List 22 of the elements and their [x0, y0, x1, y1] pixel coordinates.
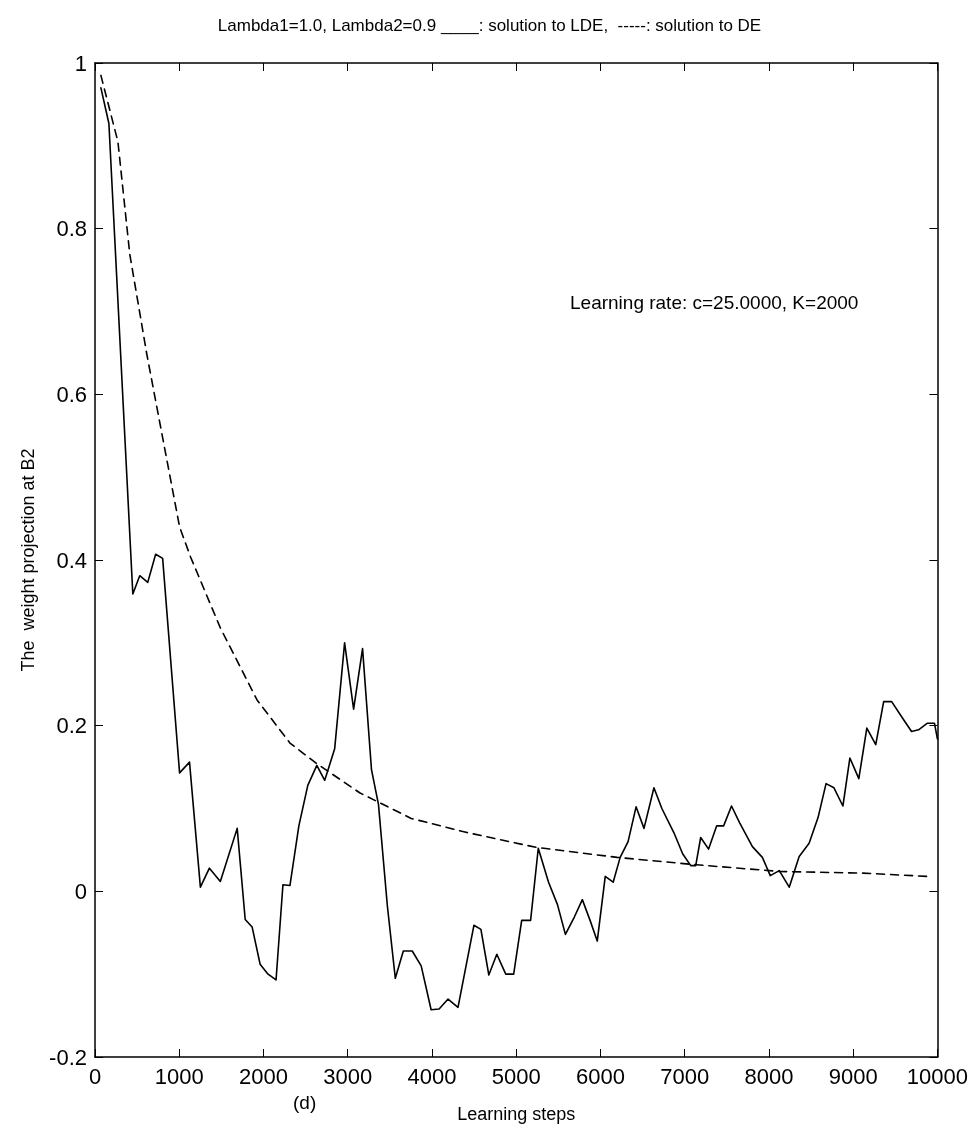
x-tick-label: 1000 — [154, 1063, 204, 1089]
x-tick-label: 8000 — [744, 1063, 794, 1089]
x-tick-label: 3000 — [323, 1063, 373, 1089]
x-tick-label: 2000 — [239, 1063, 288, 1089]
x-tick-label: 6000 — [575, 1063, 625, 1089]
y-tick-label: 0.8 — [56, 216, 87, 242]
chart-title: Lambda1=1.0, Lambda2=0.9 ____: solution to LDE, -----: solution to DE — [217, 16, 762, 35]
x-axis-title: Learning steps — [457, 1104, 576, 1124]
annotation: Learning rate: c=25.0000, K=2000 — [570, 292, 859, 313]
y-tick-label: 0.6 — [56, 381, 87, 407]
x-tick-label: 5000 — [491, 1063, 541, 1089]
y-tick-label: 0.4 — [56, 547, 87, 573]
x-tick-label: 9000 — [828, 1063, 878, 1089]
y-axis-title: The weight projection at B2 — [18, 448, 38, 672]
y-tick-label: -0.2 — [49, 1044, 87, 1070]
text: (d) — [293, 1092, 317, 1113]
y-tick-label: 0.2 — [56, 713, 87, 739]
y-tick-label: 1 — [74, 50, 87, 76]
x-tick-label: 7000 — [660, 1063, 710, 1089]
x-tick-label: 4000 — [407, 1063, 457, 1089]
y-tick-label: 0 — [74, 878, 87, 904]
x-tick-label: 10000 — [906, 1063, 969, 1089]
